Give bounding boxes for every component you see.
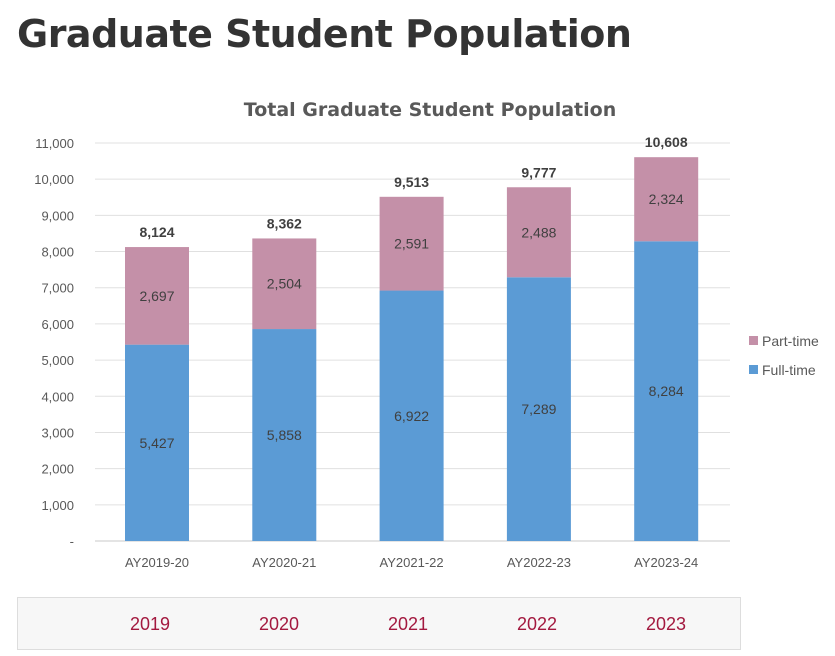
bar-full-time xyxy=(379,290,444,541)
bar-part-time xyxy=(252,238,317,330)
legend-label: Full-time xyxy=(762,362,816,378)
y-tick-label: 10,000 xyxy=(34,172,74,187)
bar-full-time xyxy=(125,344,189,541)
data-label: 2,324 xyxy=(649,191,684,207)
y-tick-label: 2,000 xyxy=(41,462,74,477)
data-label: 8,284 xyxy=(649,383,684,399)
data-label: 2,697 xyxy=(139,288,174,304)
bar-part-time xyxy=(506,187,571,278)
y-tick-label: 4,000 xyxy=(41,389,74,404)
tab-2023[interactable]: 2023 xyxy=(645,614,687,634)
y-tick-label: 6,000 xyxy=(41,317,74,332)
tab-2019[interactable]: 2019 xyxy=(129,614,171,634)
bar-part-time xyxy=(125,247,189,345)
data-label: 2,488 xyxy=(521,224,556,240)
page-title: Graduate Student Population xyxy=(17,12,632,56)
data-label: 6,922 xyxy=(394,408,429,424)
data-label: 5,858 xyxy=(267,427,302,443)
population-chart: Total Graduate Student Population - 1,000 2… xyxy=(34,99,819,570)
y-tick-label: 7,000 xyxy=(41,281,74,296)
bar-part-time xyxy=(379,196,444,291)
y-tick-label: - xyxy=(70,534,74,549)
tab-2021[interactable]: 2021 xyxy=(387,614,429,634)
y-tick-label: 8,000 xyxy=(41,245,74,260)
x-tick-label: AY2019-20 xyxy=(125,555,189,570)
bar-part-time xyxy=(634,157,699,242)
chart-title: Total Graduate Student Population xyxy=(244,99,616,121)
tab-2022[interactable]: 2022 xyxy=(516,614,558,634)
x-tick-label: AY2021-22 xyxy=(380,555,444,570)
year-tabs: 2019 2020 2021 2022 2023 xyxy=(17,597,741,650)
bar-full-time xyxy=(506,277,571,541)
data-label: 7,289 xyxy=(521,401,556,417)
y-tick-label: 11,000 xyxy=(35,136,74,151)
legend-swatch xyxy=(749,336,758,345)
total-label: 9,777 xyxy=(521,164,556,180)
x-tick-label: AY2022-23 xyxy=(507,555,571,570)
legend-label: Part-time xyxy=(762,333,819,349)
y-tick-label: 9,000 xyxy=(41,208,74,223)
tab-2020[interactable]: 2020 xyxy=(258,614,300,634)
bar-full-time xyxy=(634,241,699,541)
data-label: 2,504 xyxy=(267,276,302,292)
data-label: 2,591 xyxy=(394,236,429,252)
bar-full-time xyxy=(252,329,317,541)
y-tick-label: 3,000 xyxy=(41,425,74,440)
y-tick-label: 1,000 xyxy=(41,498,74,513)
data-label: 5,427 xyxy=(139,435,174,451)
x-tick-label: AY2023-24 xyxy=(634,555,698,570)
total-label: 8,362 xyxy=(267,215,302,231)
x-tick-label: AY2020-21 xyxy=(252,555,316,570)
legend-swatch xyxy=(749,365,758,374)
total-label: 10,608 xyxy=(645,134,688,150)
total-label: 9,513 xyxy=(394,174,429,190)
total-label: 8,124 xyxy=(139,224,174,240)
y-tick-label: 5,000 xyxy=(41,353,74,368)
